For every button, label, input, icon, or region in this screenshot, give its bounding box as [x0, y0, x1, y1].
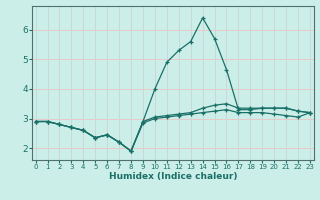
- X-axis label: Humidex (Indice chaleur): Humidex (Indice chaleur): [108, 172, 237, 181]
